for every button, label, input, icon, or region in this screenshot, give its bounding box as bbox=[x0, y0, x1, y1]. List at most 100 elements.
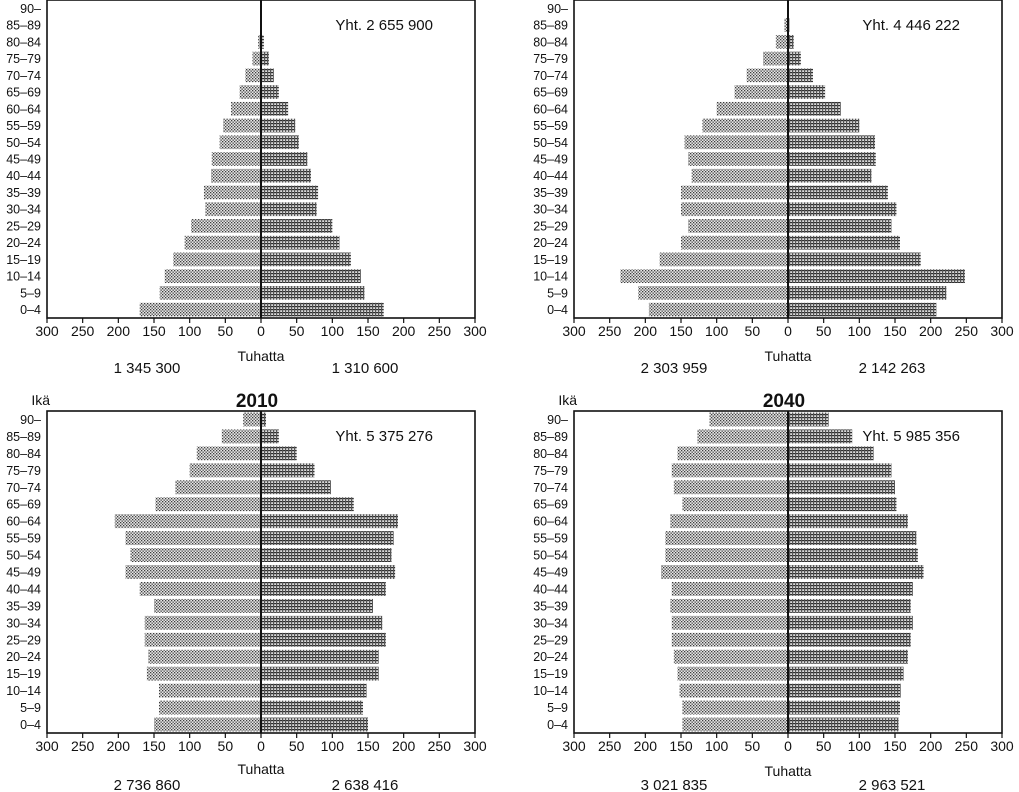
bar-left bbox=[154, 598, 261, 613]
right-total: 1 310 600 bbox=[332, 360, 399, 377]
age-tick-label: 30–34 bbox=[6, 203, 41, 217]
age-tick-label: 30–34 bbox=[6, 616, 41, 630]
bar-left bbox=[661, 565, 788, 579]
bar-right bbox=[261, 615, 383, 630]
bar-left bbox=[665, 548, 788, 563]
bar-right bbox=[261, 666, 379, 681]
bar-left bbox=[679, 683, 788, 698]
age-tick-label: 0–4 bbox=[20, 303, 41, 317]
x-axis-label: Tuhatta bbox=[238, 348, 285, 364]
bar-left bbox=[211, 152, 261, 166]
age-tick-label: 35–39 bbox=[533, 186, 568, 200]
pyramid-panel-3: 0–4 5–9 10–14 15–19 20–24 25–29 30–34 35–39 40–4… bbox=[6, 391, 487, 792]
left-total: 3 021 835 bbox=[641, 777, 708, 792]
x-tick-label: 150 bbox=[356, 323, 380, 339]
bar-right bbox=[261, 51, 269, 66]
right-total: 2 638 416 bbox=[332, 777, 399, 792]
x-tick-label: 250 bbox=[955, 738, 979, 754]
x-tick-label: 150 bbox=[883, 738, 907, 754]
x-tick-label: 300 bbox=[990, 738, 1014, 754]
bar-left bbox=[258, 34, 261, 49]
age-tick-label: 20–24 bbox=[6, 650, 41, 664]
total-annotation: Yht. 5 375 276 bbox=[335, 428, 433, 445]
bar-right bbox=[261, 632, 386, 647]
bar-right bbox=[261, 581, 386, 596]
age-tick-label: 10–14 bbox=[6, 270, 41, 284]
bar-right bbox=[261, 649, 379, 664]
bar-left bbox=[673, 480, 788, 495]
bar-right bbox=[261, 219, 333, 233]
bar-right bbox=[261, 302, 384, 317]
x-tick-label: 300 bbox=[463, 323, 487, 339]
bar-left bbox=[175, 480, 261, 495]
bar-right bbox=[788, 480, 895, 495]
bar-left bbox=[688, 219, 788, 233]
bar-left bbox=[684, 135, 788, 150]
x-tick-label: 50 bbox=[816, 738, 832, 754]
bar-left bbox=[223, 118, 261, 133]
x-tick-label: 300 bbox=[990, 323, 1014, 339]
x-tick-label: 200 bbox=[107, 323, 131, 339]
age-tick-label: 10–14 bbox=[533, 270, 568, 284]
bar-right bbox=[788, 235, 900, 250]
bar-left bbox=[648, 302, 788, 317]
x-tick-label: 0 bbox=[784, 323, 792, 339]
age-tick-label: 75–79 bbox=[6, 52, 41, 66]
bar-right bbox=[788, 497, 897, 512]
age-tick-label: 5–9 bbox=[20, 701, 41, 715]
bar-right bbox=[788, 252, 921, 267]
age-tick-label: 60–64 bbox=[533, 515, 568, 529]
bar-left bbox=[245, 68, 261, 83]
age-tick-label: 50–54 bbox=[533, 136, 568, 150]
bar-left bbox=[221, 429, 261, 444]
total-annotation: Yht. 2 655 900 bbox=[335, 17, 433, 34]
bar-right bbox=[788, 429, 853, 444]
bar-left bbox=[191, 219, 261, 233]
bar-left bbox=[125, 531, 261, 546]
bar-left bbox=[184, 235, 261, 250]
x-tick-label: 250 bbox=[598, 323, 622, 339]
bar-right bbox=[788, 101, 841, 116]
age-tick-label: 50–54 bbox=[6, 549, 41, 563]
x-tick-label: 150 bbox=[669, 738, 693, 754]
x-tick-label: 100 bbox=[321, 323, 345, 339]
x-tick-label: 250 bbox=[428, 738, 452, 754]
bar-left bbox=[673, 649, 788, 664]
bar-left bbox=[239, 85, 261, 99]
bar-right bbox=[788, 666, 904, 681]
age-tick-label: 80–84 bbox=[6, 35, 41, 49]
bar-right bbox=[788, 302, 937, 317]
bar-right bbox=[261, 85, 279, 99]
age-tick-label: 90– bbox=[20, 413, 41, 427]
bar-left bbox=[173, 252, 261, 267]
bar-right bbox=[261, 202, 317, 217]
bar-left bbox=[219, 135, 261, 150]
age-tick-label: 90– bbox=[547, 413, 568, 427]
x-tick-label: 250 bbox=[71, 323, 95, 339]
age-tick-label: 40–44 bbox=[6, 582, 41, 596]
x-tick-label: 150 bbox=[669, 323, 693, 339]
x-tick-label: 50 bbox=[289, 323, 305, 339]
bar-left bbox=[146, 666, 261, 681]
bar-right bbox=[788, 51, 801, 66]
bar-left bbox=[665, 531, 788, 546]
bar-left bbox=[638, 286, 788, 300]
bar-right bbox=[788, 85, 826, 99]
bar-left bbox=[243, 412, 261, 427]
bar-left bbox=[677, 666, 788, 681]
age-tick-label: 50–54 bbox=[533, 549, 568, 563]
bar-left bbox=[659, 252, 788, 267]
x-axis-label: Tuhatta bbox=[765, 763, 812, 779]
bar-right bbox=[788, 135, 876, 150]
bar-left bbox=[159, 286, 261, 300]
age-tick-label: 40–44 bbox=[6, 169, 41, 183]
x-tick-label: 300 bbox=[562, 738, 586, 754]
age-tick-label: 85–89 bbox=[533, 430, 568, 444]
bar-left bbox=[775, 34, 788, 49]
age-tick-label: 10–14 bbox=[6, 684, 41, 698]
age-tick-label: 65–69 bbox=[6, 86, 41, 100]
bar-left bbox=[681, 202, 788, 217]
x-axis-label: Tuhatta bbox=[765, 348, 812, 364]
bar-left bbox=[681, 235, 788, 250]
